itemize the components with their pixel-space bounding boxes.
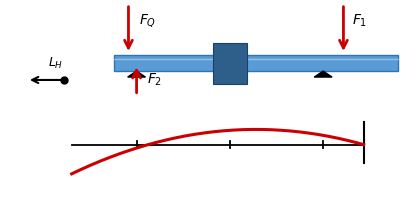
Text: $F_Q$: $F_Q$ <box>139 12 156 29</box>
Polygon shape <box>314 71 332 77</box>
Text: $L_H$: $L_H$ <box>48 55 63 71</box>
Bar <box>114 55 398 71</box>
Text: $F_2$: $F_2$ <box>147 72 162 88</box>
Polygon shape <box>128 71 145 77</box>
Bar <box>212 43 247 84</box>
Text: $F_1$: $F_1$ <box>352 12 367 29</box>
